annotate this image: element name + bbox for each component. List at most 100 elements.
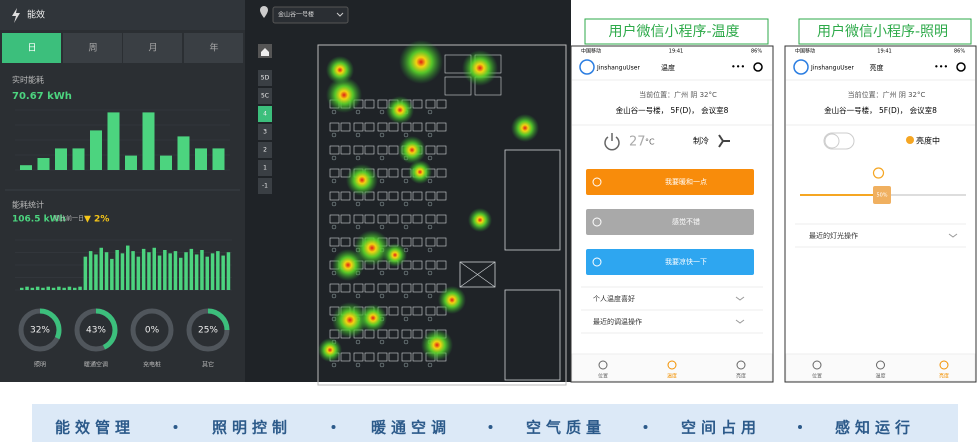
banner-item: 暖通空调 [371, 419, 451, 437]
desk [340, 145, 351, 155]
banner-separator [643, 425, 648, 429]
menu-item[interactable]: 最近的灯光操作 [809, 231, 858, 240]
desk [401, 260, 412, 270]
period-tab[interactable] [123, 33, 182, 63]
stats-bar [110, 258, 114, 290]
floor-button[interactable] [258, 106, 272, 122]
chair [379, 362, 385, 368]
power-icon[interactable] [604, 136, 620, 151]
chair [379, 339, 385, 345]
desk [436, 237, 447, 247]
desk [412, 99, 423, 109]
avatar [793, 59, 809, 75]
feedback-button-label: 感觉不错 [672, 217, 700, 226]
stats-bar [88, 251, 93, 290]
floor-button[interactable] [258, 70, 272, 86]
period-tab[interactable] [63, 33, 122, 63]
stats-bar [115, 250, 119, 290]
floor-button[interactable] [258, 88, 272, 104]
tab-label[interactable]: 亮度 [939, 373, 949, 380]
desk [353, 214, 364, 224]
desk [364, 99, 375, 109]
stats-bar [120, 253, 125, 290]
chair [403, 362, 409, 368]
chair [403, 293, 409, 299]
toggle-knob [824, 133, 840, 149]
tab-label[interactable]: 温度 [875, 373, 885, 380]
compare-label: 同比前一日 [54, 215, 84, 223]
menu-item[interactable]: 最近的调温操作 [593, 317, 642, 326]
desk [388, 214, 399, 224]
menu-item[interactable]: 个人温度喜好 [593, 294, 635, 303]
energy-bar [90, 130, 102, 170]
location-pin [260, 6, 268, 18]
more-menu[interactable]: ••• [934, 63, 948, 72]
period-tab[interactable] [184, 33, 243, 63]
gauge-name: 暖通空调 [84, 361, 108, 369]
desk [329, 283, 340, 293]
stats-bar [73, 287, 77, 290]
energy-bar [212, 148, 225, 170]
chevron [735, 296, 745, 301]
stats-value: 106.5 kWh [12, 215, 66, 225]
heat-spot [332, 249, 364, 281]
desk [388, 283, 399, 293]
desk [388, 122, 399, 132]
feedback-button[interactable] [586, 249, 754, 275]
desk [425, 283, 436, 293]
button-icon [592, 177, 602, 187]
tab-label[interactable]: 位置 [598, 373, 608, 380]
desk [364, 214, 375, 224]
feedback-button[interactable] [586, 209, 754, 235]
floor-button[interactable] [258, 178, 272, 194]
status-time: 19:41 [669, 49, 683, 55]
floor-label: 1 [263, 165, 267, 172]
energy-bar [20, 165, 32, 170]
period-tab-label: 年 [209, 42, 218, 54]
heat-spot [318, 338, 342, 362]
heat-spot [386, 96, 414, 124]
chair [403, 339, 409, 345]
floor-button[interactable] [258, 142, 272, 158]
desk [401, 283, 412, 293]
gauge-label: 25% [198, 326, 218, 336]
desk [401, 352, 412, 362]
heat-spot [438, 286, 466, 314]
slider-handle[interactable] [873, 186, 891, 204]
desk [353, 145, 364, 155]
stats-bar [78, 286, 82, 290]
period-tab[interactable] [2, 33, 61, 63]
feedback-button[interactable] [586, 169, 754, 195]
caption: 用户微信小程序-照明 [817, 23, 948, 40]
chair [427, 155, 433, 161]
desk [364, 122, 375, 132]
chair [403, 178, 409, 184]
floor-button[interactable] [258, 160, 272, 176]
battery: 86% [751, 49, 762, 55]
tab-icon [667, 360, 677, 370]
user-name: JinshanguUser [596, 65, 640, 72]
chair [331, 201, 337, 207]
chair [403, 201, 409, 207]
desk [377, 352, 388, 362]
more-menu[interactable]: ••• [731, 63, 745, 72]
tab-label[interactable]: 亮度 [736, 373, 746, 380]
tab-bar [785, 353, 976, 382]
desk [353, 122, 364, 132]
desk [401, 329, 412, 339]
stats-bar [57, 286, 61, 290]
gauge-arc [74, 308, 118, 352]
close-button[interactable] [753, 62, 763, 72]
close-button[interactable] [956, 62, 966, 72]
heat-spot [399, 40, 443, 84]
banner-item: 感知运行 [835, 419, 915, 437]
tab-label[interactable]: 位置 [812, 373, 822, 380]
tab-label[interactable]: 温度 [667, 373, 677, 380]
stats-bar [35, 286, 40, 290]
floor-button[interactable] [258, 124, 272, 140]
building-select[interactable] [272, 6, 349, 24]
desk [388, 168, 399, 178]
stats-bar [157, 255, 162, 290]
user-name: JinshanguUser [810, 65, 854, 72]
home-icon [261, 48, 269, 56]
